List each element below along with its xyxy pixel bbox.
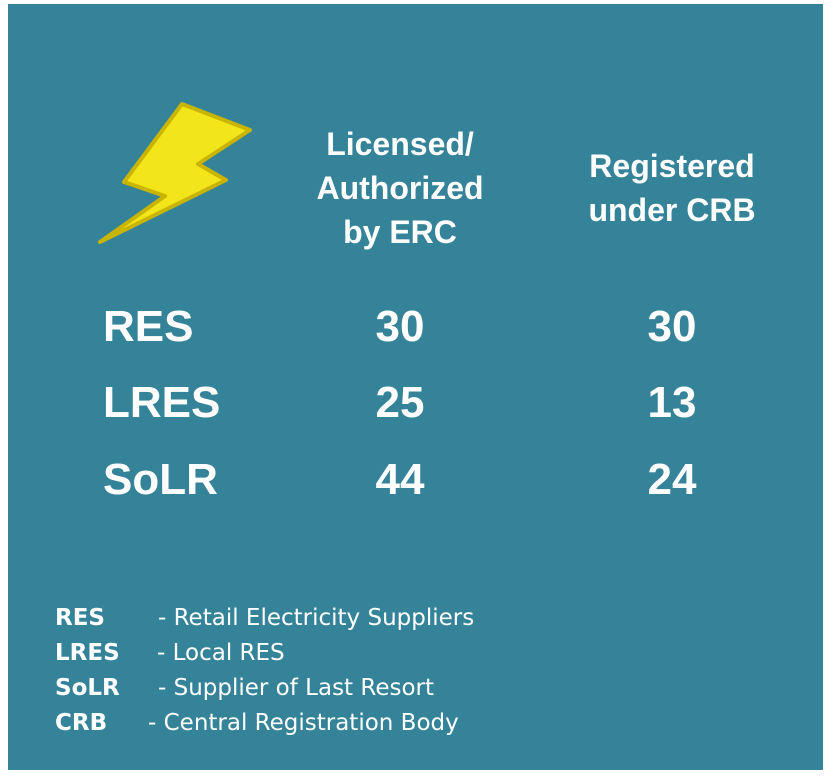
cell-value: 25 [375, 378, 425, 427]
column-header: Registered [589, 148, 755, 184]
legend-abbr: CRB [55, 708, 107, 738]
cell-value: 13 [647, 378, 697, 427]
abbr: CRB [55, 710, 108, 736]
legend-definition: - Central Registration Body [148, 710, 459, 736]
row-label: SoLR [103, 455, 218, 504]
row-label: LRES [103, 378, 221, 427]
column-header: Authorized [316, 170, 484, 206]
abbr: LRES [55, 640, 120, 666]
lightning-icon [98, 102, 252, 244]
row-label: RES [103, 302, 194, 351]
legend-abbr: LRES [55, 638, 120, 668]
column-header: under CRB [588, 192, 756, 228]
legend-definition: - Supplier of Last Resort [158, 675, 435, 701]
legend-definition: - Retail Electricity Suppliers [158, 605, 475, 631]
cell-value: 30 [647, 302, 697, 351]
panel [8, 4, 823, 770]
cell-value: 44 [375, 455, 425, 504]
column-header: by ERC [343, 214, 457, 250]
legend-definition: - Local RES [157, 640, 285, 666]
legend-abbr: SoLR [55, 673, 120, 703]
legend-abbr: RES [55, 603, 105, 633]
cell-value: 30 [375, 302, 425, 351]
column-header: Licensed/ [326, 126, 474, 162]
cell-value: 24 [647, 455, 697, 504]
abbr: SoLR [55, 675, 120, 701]
abbr: RES [55, 605, 105, 631]
bolt [98, 102, 252, 244]
